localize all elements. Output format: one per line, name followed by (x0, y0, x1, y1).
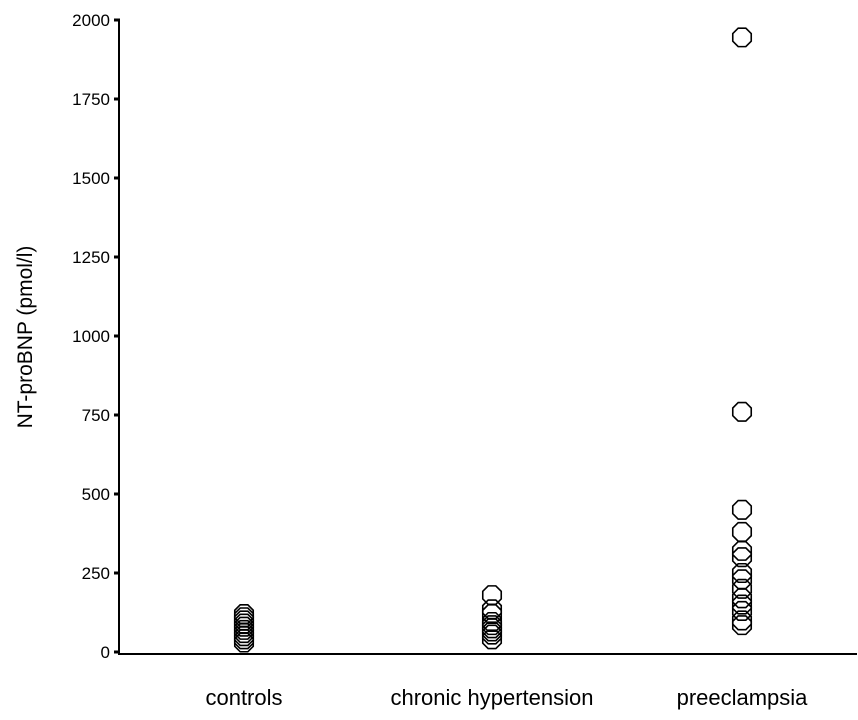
category-label: preeclampsia (677, 685, 809, 710)
data-point (481, 629, 503, 650)
data-point (481, 604, 503, 625)
data-point (731, 401, 753, 422)
data-point (731, 27, 753, 48)
data-point (731, 588, 753, 609)
data-point (731, 578, 753, 599)
data-point (481, 585, 503, 606)
y-tick-label: 1250 (72, 248, 110, 267)
category-labels: controls chronic hypertension preeclampsia (205, 685, 808, 710)
y-tick-label: 750 (82, 406, 110, 425)
category-label: chronic hypertension (390, 685, 593, 710)
y-tick-label: 250 (82, 564, 110, 583)
data-point (731, 521, 753, 542)
data-point (731, 540, 753, 561)
data-point (731, 562, 753, 584)
y-tick-label: 1000 (72, 327, 110, 346)
y-tick-label: 500 (82, 485, 110, 504)
y-tick-label: 1500 (72, 169, 110, 188)
data-point (731, 610, 753, 631)
data-points (233, 27, 753, 653)
y-axis-title: NT-proBNP (pmol/l) (14, 246, 37, 429)
y-tick-label: 0 (101, 643, 110, 662)
data-point (233, 604, 255, 625)
y-ticks: 0 250 500 750 1000 1250 1500 1750 2000 (72, 11, 120, 662)
y-tick-label: 2000 (72, 11, 110, 30)
data-point (481, 599, 503, 620)
y-tick-label: 1750 (72, 90, 110, 109)
data-point (731, 615, 753, 636)
category-label: controls (205, 685, 282, 710)
data-point (731, 499, 753, 520)
